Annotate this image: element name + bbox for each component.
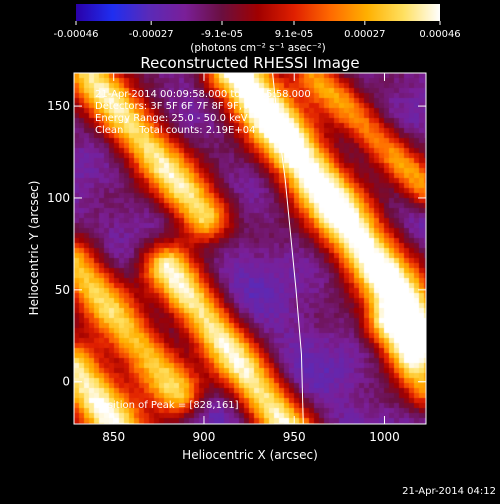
colorbar-tick-label: 0.00027: [344, 29, 385, 40]
colorbar-tick-label: -0.00027: [129, 29, 174, 40]
colorbar-scale: [76, 4, 440, 21]
y-tick-label: 100: [47, 191, 70, 205]
colorbar-tick-label: 0.00046: [419, 29, 460, 40]
colorbar-ticks: -0.00046 -0.00027 -9.1e-05 9.1e-05 0.00027 0.…: [54, 21, 461, 40]
annotation-peak: Position of Peak = [828,161]: [96, 400, 239, 411]
colorbar-unit-label: (photons cm⁻² s⁻¹ asec⁻²): [190, 42, 325, 54]
x-tick-label: 900: [193, 430, 216, 444]
heatmap-image: [74, 73, 426, 424]
y-tick-label: 50: [55, 283, 70, 297]
x-tick-label: 850: [102, 430, 125, 444]
colorbar-tick-label: -9.1e-05: [201, 29, 243, 40]
annotation-time-range: 21-Apr-2014 00:09:58.000 to 00:15:58.000: [95, 89, 311, 100]
axis-ticks: 850 900 950 1000 0 50 100 150: [47, 73, 426, 444]
annotation-clean: Clean Total counts: 2.19E+04: [95, 125, 255, 136]
y-tick-label: 0: [62, 375, 70, 389]
x-tick-label: 1000: [369, 430, 400, 444]
x-tick-label: 950: [283, 430, 306, 444]
plot-area: 850 900 950 1000 0 50 100 150 21-Apr-2014 00:09…: [47, 72, 427, 444]
plot-frame: [73, 72, 427, 425]
annotation-energy-range: Energy Range: 25.0 - 50.0 keV: [95, 113, 248, 124]
chart-title: Reconstructed RHESSI Image: [140, 54, 359, 72]
colorbar-tick-label: -0.00046: [54, 29, 99, 40]
solar-limb-line: [272, 72, 304, 425]
colorbar-tick-label: 9.1e-05: [275, 29, 313, 40]
colorbar: -0.00046 -0.00027 -9.1e-05 9.1e-05 0.00027 0.…: [54, 4, 461, 54]
x-axis-label: Heliocentric X (arcsec): [182, 448, 318, 462]
annotation-detectors: Detectors: 3F 5F 6F 7F 8F 9F, Att:0: [95, 101, 270, 112]
y-axis-label: Heliocentric Y (arcsec): [27, 181, 41, 316]
plot-timestamp: 21-Apr-2014 04:12: [402, 486, 496, 497]
y-tick-label: 150: [47, 99, 70, 113]
